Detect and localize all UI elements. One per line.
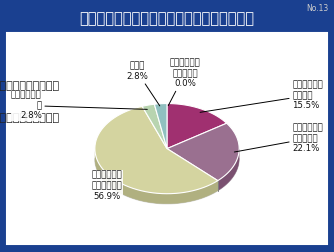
Polygon shape [95,159,239,204]
Text: 図１　視覚的な面（全学部）: 図１ 視覚的な面（全学部） [0,81,60,91]
Polygon shape [142,104,167,149]
Polygon shape [95,151,218,204]
Text: よくわからな
い
2.8%: よくわからな い 2.8% [11,91,147,120]
Polygon shape [95,106,218,194]
Text: 光は感じてい
るようだ
15.5%: 光は感じてい るようだ 15.5% [200,81,323,112]
Text: その他
2.8%: その他 2.8% [126,62,160,106]
Polygon shape [154,104,167,149]
Text: No.13: No.13 [307,4,329,13]
Polygon shape [167,123,239,181]
FancyBboxPatch shape [7,33,327,244]
Polygon shape [218,149,239,191]
Polygon shape [167,104,227,149]
Text: 図１　視覚的な面（全学部）: 図１ 視覚的な面（全学部） [0,113,60,122]
Text: 視覚的には問
題ないようだ
56.9%: 視覚的には問 題ないようだ 56.9% [92,171,122,201]
Text: 全く見えてい
ないようだ
0.0%: 全く見えてい ないようだ 0.0% [168,58,200,106]
Text: ある肢体不自由養護における視覚障害の割合: ある肢体不自由養護における視覚障害の割合 [79,11,255,26]
Text: 見えにくさが
あるようだ
22.1%: 見えにくさが あるようだ 22.1% [234,124,323,153]
